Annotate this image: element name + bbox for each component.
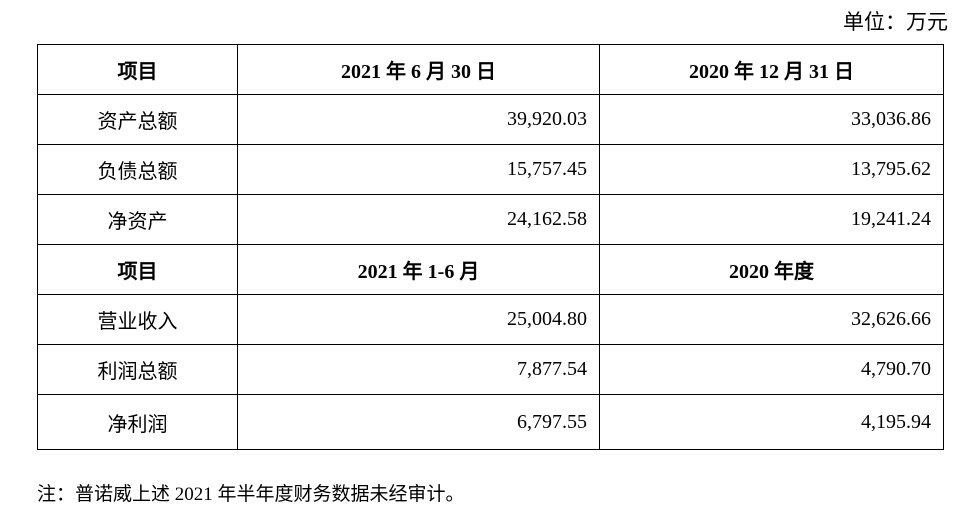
value-cell: 39,920.03: [237, 94, 600, 145]
data-row: 净利润 6,797.55 4,195.94: [37, 394, 944, 450]
row-label: 利润总额: [37, 344, 238, 395]
header-cell: 项目: [37, 44, 238, 95]
financial-table: 项目 2021 年 6 月 30 日 2020 年 12 月 31 日资产总额 39,…: [37, 44, 944, 450]
value-cell: 4,195.94: [599, 394, 944, 450]
value-cell: 33,036.86: [599, 94, 944, 145]
value-cell: 25,004.80: [237, 294, 600, 345]
value-cell: 15,757.45: [237, 144, 600, 195]
data-row: 负债总额 15,757.45 13,795.62: [37, 144, 944, 195]
value-cell: 19,241.24: [599, 194, 944, 245]
header-row: 项目 2021 年 1-6 月 2020 年度: [37, 244, 944, 295]
header-cell: 2020 年 12 月 31 日: [599, 44, 944, 95]
row-label: 净资产: [37, 194, 238, 245]
value-cell: 24,162.58: [237, 194, 600, 245]
data-row: 净资产 24,162.58 19,241.24: [37, 194, 944, 245]
value-cell: 32,626.66: [599, 294, 944, 345]
data-row: 利润总额 7,877.54 4,790.70: [37, 344, 944, 395]
row-label: 营业收入: [37, 294, 238, 345]
row-label: 负债总额: [37, 144, 238, 195]
header-row: 项目 2021 年 6 月 30 日 2020 年 12 月 31 日: [37, 44, 944, 95]
unit-label: 单位：万元: [843, 10, 948, 34]
header-cell: 2020 年度: [599, 244, 944, 295]
row-label: 资产总额: [37, 94, 238, 145]
value-cell: 4,790.70: [599, 344, 944, 395]
value-cell: 13,795.62: [599, 144, 944, 195]
value-cell: 6,797.55: [237, 394, 600, 450]
data-row: 资产总额 39,920.03 33,036.86: [37, 94, 944, 145]
header-cell: 2021 年 1-6 月: [237, 244, 600, 295]
data-row: 营业收入 25,004.80 32,626.66: [37, 294, 944, 345]
header-cell: 项目: [37, 244, 238, 295]
header-cell: 2021 年 6 月 30 日: [237, 44, 600, 95]
row-label: 净利润: [37, 394, 238, 450]
note: 注：普诺威上述 2021 年半年度财务数据未经审计。: [37, 484, 465, 505]
value-cell: 7,877.54: [237, 344, 600, 395]
